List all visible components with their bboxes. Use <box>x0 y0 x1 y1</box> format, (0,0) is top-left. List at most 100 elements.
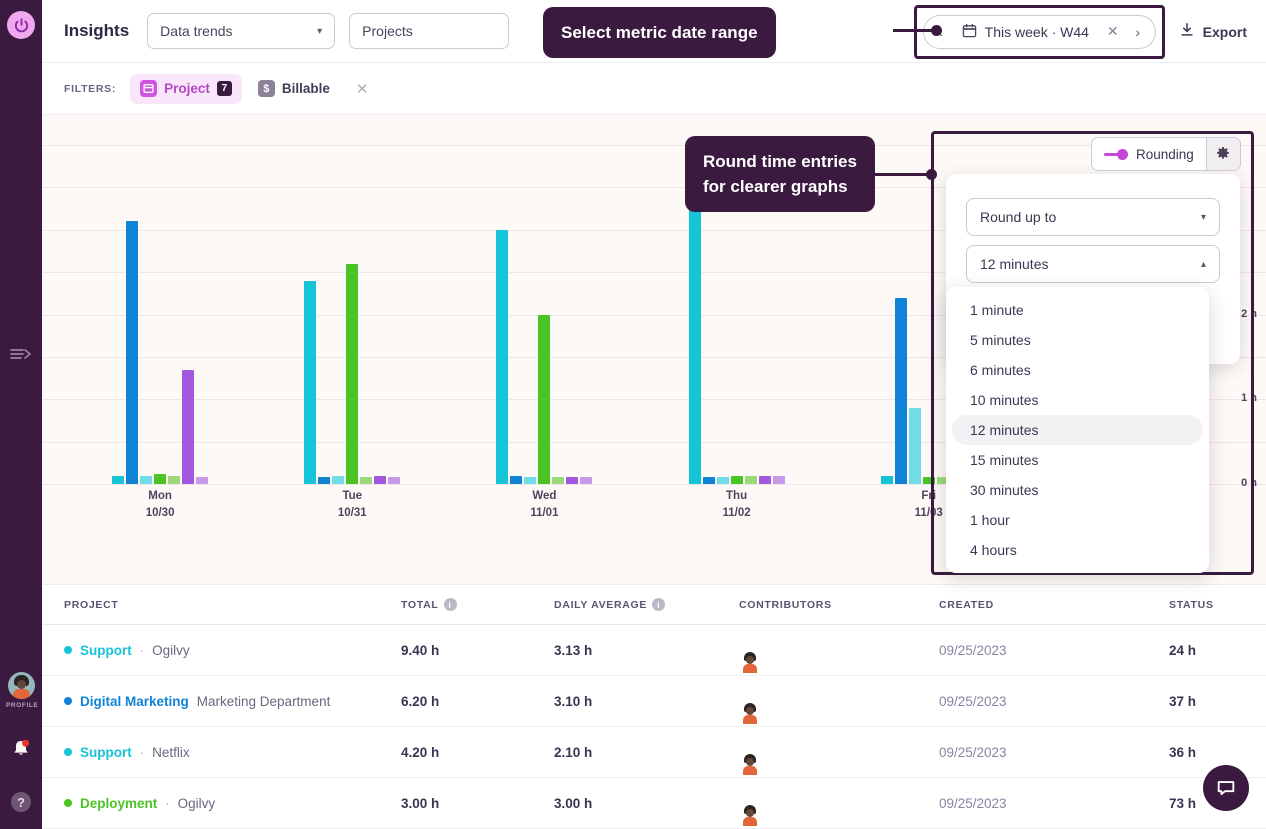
cell-project[interactable]: Digital Marketing Marketing Department <box>64 694 401 709</box>
chart-bar[interactable] <box>168 475 181 484</box>
cell-created: 09/25/2023 <box>939 642 1007 658</box>
cell-project[interactable]: Deployment · Ogilvy <box>64 796 401 811</box>
chart-bar[interactable] <box>880 475 893 484</box>
column-header-daily-average[interactable]: DAILY AVERAGE i <box>554 598 739 611</box>
chart-bar[interactable] <box>346 263 359 484</box>
metric-select[interactable]: Data trends ▾ <box>147 13 336 49</box>
chart-bar[interactable] <box>772 475 785 484</box>
chart-bar[interactable] <box>496 229 509 484</box>
chart-bar[interactable] <box>580 477 593 484</box>
cell-project[interactable]: Support · Netflix <box>64 745 401 760</box>
clear-filters-button[interactable]: ✕ <box>355 80 369 98</box>
rounding-interval-options-list: 1 minute 5 minutes 6 minutes 10 minutes 12 m… <box>946 287 1209 573</box>
chart-bar[interactable] <box>744 475 757 484</box>
rounding-option-item[interactable]: 15 minutes <box>970 452 1039 468</box>
rounding-option-item[interactable]: 30 minutes <box>970 482 1039 498</box>
chart-bar[interactable] <box>374 475 387 484</box>
date-next-button[interactable]: › <box>1135 23 1140 40</box>
chat-bubble-icon[interactable] <box>1203 765 1249 811</box>
chart-bar[interactable] <box>112 475 125 484</box>
chart-bar[interactable] <box>716 477 729 484</box>
cell-daily-average: 2.10 h <box>554 744 593 760</box>
project-name[interactable]: Support <box>80 642 132 658</box>
gear-icon[interactable] <box>1205 138 1240 170</box>
power-icon[interactable] <box>7 11 35 39</box>
column-header-status[interactable]: STATUS <box>1169 598 1214 611</box>
rounding-option-item[interactable]: 1 hour <box>970 512 1010 528</box>
chart-bar[interactable] <box>182 369 195 484</box>
column-header-project[interactable]: PROJECT <box>64 598 119 611</box>
chart-bar[interactable] <box>360 477 373 484</box>
filter-chip-project[interactable]: Project 7 <box>130 73 242 104</box>
chart-bar[interactable] <box>154 473 167 484</box>
project-name[interactable]: Deployment <box>80 795 158 811</box>
rounding-option-item[interactable]: 5 minutes <box>970 332 1031 348</box>
filter-chip-billable[interactable]: $ Billable <box>248 74 340 104</box>
column-header-created[interactable]: CREATED <box>939 598 994 611</box>
chart-bar[interactable] <box>388 477 401 484</box>
avatar[interactable]: PROFILE <box>6 672 38 709</box>
chart-x-label-date: 11/02 <box>722 507 751 519</box>
chart-bar[interactable] <box>702 477 715 484</box>
chart-gridline <box>42 229 1266 231</box>
cell-daily-average: 3.13 h <box>554 642 593 658</box>
chart-bar[interactable] <box>510 475 523 484</box>
column-header-contributors[interactable]: CONTRIBUTORS <box>739 598 832 611</box>
export-button[interactable]: Export <box>1179 22 1266 41</box>
table-row[interactable]: Support · Ogilvy 9.40 h 3.13 h 09/25/2023 24 h <box>42 625 1266 676</box>
rounding-option-item[interactable]: 6 minutes <box>970 362 1031 378</box>
chart-bar[interactable] <box>304 280 317 484</box>
column-header-total[interactable]: TOTAL i <box>401 598 554 611</box>
chart-x-label-date: 10/30 <box>145 507 175 519</box>
project-client: Ogilvy <box>177 795 216 811</box>
rounding-option-item[interactable]: 12 minutes <box>952 415 1203 445</box>
chart-gridline <box>42 314 1266 316</box>
callout-line-2: for clearer graphs <box>703 177 848 196</box>
help-icon[interactable]: ? <box>11 792 31 812</box>
callout-date-range: Select metric date range <box>543 7 776 58</box>
cell-total: 6.20 h <box>401 693 440 709</box>
chart-gridline <box>42 399 1266 401</box>
chart-bar[interactable] <box>730 475 743 484</box>
group-by-select[interactable]: Projects <box>349 13 510 49</box>
chart-bar[interactable] <box>552 477 565 484</box>
chart-bar[interactable] <box>538 314 551 484</box>
chart-bar[interactable] <box>318 477 331 484</box>
rounding-interval-select[interactable]: 12 minutes ▴ <box>966 245 1220 283</box>
chart-y-label: 0 h <box>1241 477 1257 489</box>
collapse-menu-icon[interactable] <box>8 344 34 364</box>
cell-project[interactable]: Support · Ogilvy <box>64 643 401 658</box>
rounding-mode-select[interactable]: Round up to ▾ <box>966 198 1220 236</box>
chart-bar[interactable] <box>140 475 153 484</box>
chart-gridline <box>42 441 1266 443</box>
chart-bar[interactable] <box>566 477 579 484</box>
rounding-option-item[interactable]: 1 minute <box>970 302 1024 318</box>
rounding-toggle[interactable]: Rounding <box>1092 138 1206 170</box>
chart-bar[interactable] <box>894 297 907 484</box>
callout-line-1: Round time entries <box>703 152 857 171</box>
cell-total: 9.40 h <box>401 642 440 658</box>
chart-bar[interactable] <box>196 477 209 484</box>
chart-bar[interactable] <box>936 477 949 484</box>
table-row[interactable]: Deployment · Ogilvy 3.00 h 3.00 h 09/25/2023 7… <box>42 778 1266 829</box>
chart-bar[interactable] <box>524 477 537 484</box>
chart-bar[interactable] <box>922 477 935 484</box>
rounding-option-item[interactable]: 10 minutes <box>970 392 1039 408</box>
chart-bar[interactable] <box>758 475 771 484</box>
table-row[interactable]: Support · Netflix 4.20 h 2.10 h 09/25/2023 36 … <box>42 727 1266 778</box>
chart-bar[interactable] <box>908 407 921 484</box>
date-range-picker[interactable]: ‹ This week · W44 ✕ <box>922 14 1156 49</box>
chart-bar[interactable] <box>332 475 345 484</box>
project-name[interactable]: Support <box>80 744 132 760</box>
project-client: Netflix <box>152 744 190 760</box>
chart-bar[interactable] <box>688 195 701 484</box>
table-row[interactable]: Digital Marketing Marketing Department 6.2… <box>42 676 1266 727</box>
chart-gridline <box>42 356 1266 358</box>
info-icon[interactable]: i <box>443 598 457 611</box>
chart-bar[interactable] <box>126 221 139 484</box>
project-name[interactable]: Digital Marketing <box>80 693 189 709</box>
notification-bell-icon[interactable] <box>11 738 31 760</box>
info-icon[interactable]: i <box>652 598 666 611</box>
rounding-option-item[interactable]: 4 hours <box>970 542 1017 558</box>
date-clear-button[interactable]: ✕ <box>1106 23 1119 39</box>
